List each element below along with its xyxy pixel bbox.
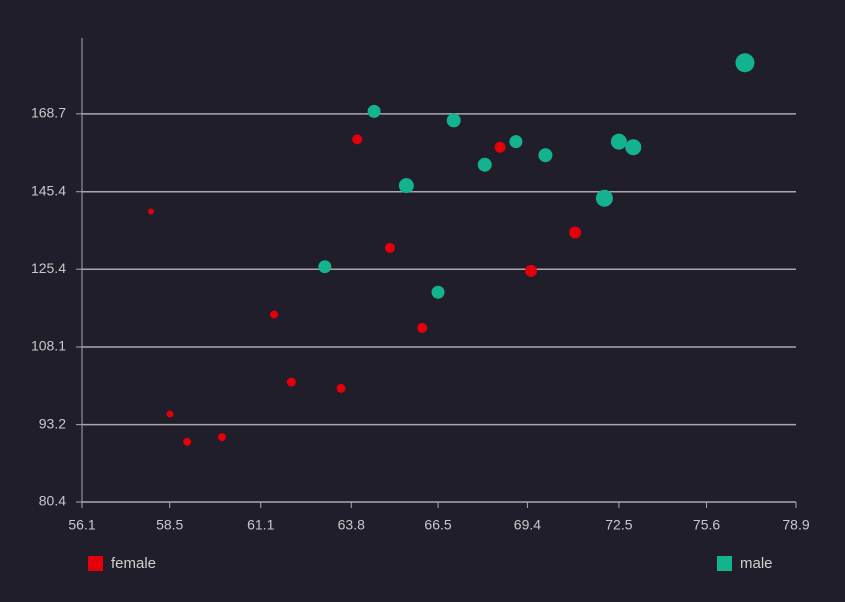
point — [538, 148, 553, 163]
x-tick-label: 75.6 — [693, 517, 720, 533]
point — [610, 133, 627, 150]
point — [384, 242, 395, 253]
point — [367, 104, 381, 118]
point — [509, 135, 523, 149]
point — [398, 178, 414, 194]
point — [336, 383, 346, 393]
legend-label: male — [740, 555, 773, 572]
x-tick-label: 72.5 — [605, 517, 632, 533]
point — [286, 377, 296, 387]
point — [218, 433, 227, 442]
legend-swatch — [717, 556, 732, 571]
point — [625, 139, 642, 156]
legend-label: female — [111, 555, 156, 572]
point — [735, 53, 755, 73]
y-tick-label: 145.4 — [31, 182, 66, 198]
x-tick-label: 61.1 — [247, 517, 274, 533]
point — [477, 157, 492, 172]
y-tick-label: 125.4 — [31, 260, 66, 276]
y-tick-label: 93.2 — [39, 415, 66, 431]
point — [525, 264, 538, 277]
x-tick-label: 56.1 — [68, 517, 95, 533]
x-tick-label: 63.8 — [338, 517, 365, 533]
legend-swatch — [88, 556, 103, 571]
point — [431, 285, 445, 299]
point — [352, 134, 363, 145]
point — [595, 189, 613, 207]
y-tick-label: 80.4 — [39, 493, 66, 509]
x-tick-label: 69.4 — [514, 517, 541, 533]
x-tick-label: 66.5 — [424, 517, 451, 533]
y-tick-label: 108.1 — [31, 338, 66, 354]
point — [148, 208, 155, 215]
point — [166, 410, 174, 418]
point — [318, 260, 332, 274]
point — [417, 322, 428, 333]
point — [446, 113, 461, 128]
point — [569, 226, 582, 239]
x-tick-label: 58.5 — [156, 517, 183, 533]
point — [183, 437, 192, 446]
y-tick-label: 168.7 — [31, 105, 66, 121]
x-tick-label: 78.9 — [782, 517, 809, 533]
point — [494, 141, 506, 153]
point — [270, 310, 279, 319]
